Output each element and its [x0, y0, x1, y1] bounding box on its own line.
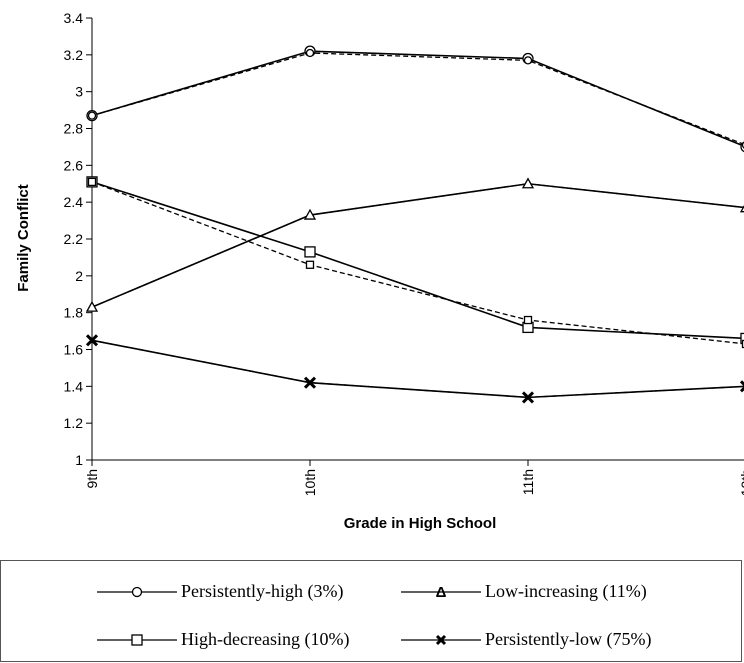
estimated-point: [305, 48, 315, 58]
y-tick-label: 1: [75, 452, 83, 468]
y-tick-label: 2.2: [64, 231, 84, 247]
data-point: [303, 376, 317, 389]
legend: Persistently-high (3%) Δ Low-increasing …: [0, 560, 742, 662]
series-markers: [85, 45, 744, 404]
series-estimated-line: [91, 52, 744, 145]
legend-line-triangle: Δ: [401, 584, 481, 600]
x-tick-label: 11th: [520, 469, 536, 495]
estimated-point: [523, 56, 533, 65]
data-point: [85, 334, 99, 347]
series-estimated-line: [91, 339, 744, 399]
y-axis-ticks: 1 1.2 1.4 1.6 1.8 2 2.2 2.4 2.6 2.8 3 3.2 3.4: [64, 10, 92, 468]
estimated-point: [523, 315, 533, 325]
x-axis-title: Grade in High School: [344, 515, 497, 532]
y-tick-label: 1.8: [64, 305, 84, 321]
y-tick-label: 1.2: [64, 415, 84, 431]
estimated-point: [741, 339, 744, 349]
y-tick-label: 2.8: [64, 121, 84, 137]
series-line: [91, 181, 744, 340]
y-axis-title: Family Conflict: [15, 184, 32, 292]
legend-line-square: [97, 633, 177, 646]
x-tick-label: 9th: [84, 469, 100, 488]
legend-line-circle: [97, 586, 177, 597]
series-estimated-line: [91, 181, 744, 345]
data-point: [85, 300, 99, 312]
data-point: [521, 391, 535, 404]
y-tick-label: 1.6: [64, 342, 84, 358]
legend-label: Persistently-high (3%): [181, 581, 344, 601]
estimated-point: [87, 111, 97, 120]
legend-item-high-decreasing: High-decreasing (10%): [97, 629, 349, 650]
legend-label: Persistently-low (75%): [485, 629, 652, 649]
y-tick-label: 3.2: [64, 47, 84, 63]
legend-item-persistently-high: Persistently-high (3%): [97, 581, 343, 602]
estimated-point: [305, 260, 315, 269]
x-axis-ticks: 9th 10th 11th 12th: [84, 460, 744, 496]
y-tick-label: 3: [75, 84, 83, 100]
data-point: [739, 380, 744, 393]
x-tick-label: 12th: [738, 469, 744, 496]
y-tick-label: 3.4: [64, 10, 84, 26]
y-tick-label: 1.4: [64, 378, 84, 394]
series-line: [91, 182, 744, 308]
legend-item-persistently-low: Persistently-low (75%): [401, 629, 651, 650]
svg-text:Δ: Δ: [436, 584, 447, 600]
estimated-point: [87, 177, 97, 187]
y-tick-label: 2.4: [64, 194, 84, 210]
series-line: [91, 50, 744, 147]
legend-item-low-increasing: Δ Low-increasing (11%): [401, 581, 647, 602]
series-line: [91, 339, 744, 399]
axes: [91, 18, 744, 461]
series-lines: [91, 50, 744, 399]
y-tick-label: 2: [75, 268, 83, 284]
x-tick-label: 10th: [302, 469, 318, 496]
legend-label: Low-increasing (11%): [485, 581, 647, 601]
data-point: [521, 177, 535, 189]
legend-line-x: [401, 634, 481, 645]
legend-label: High-decreasing (10%): [181, 629, 350, 649]
line-chart: 1 1.2 1.4 1.6 1.8 2 2.2 2.4 2.6 2.8 3 3.2 3.4 9th 10t…: [15, 10, 744, 532]
y-tick-label: 2.6: [64, 157, 84, 173]
data-point: [304, 246, 316, 258]
data-point: [740, 332, 744, 345]
data-point: [303, 208, 317, 220]
